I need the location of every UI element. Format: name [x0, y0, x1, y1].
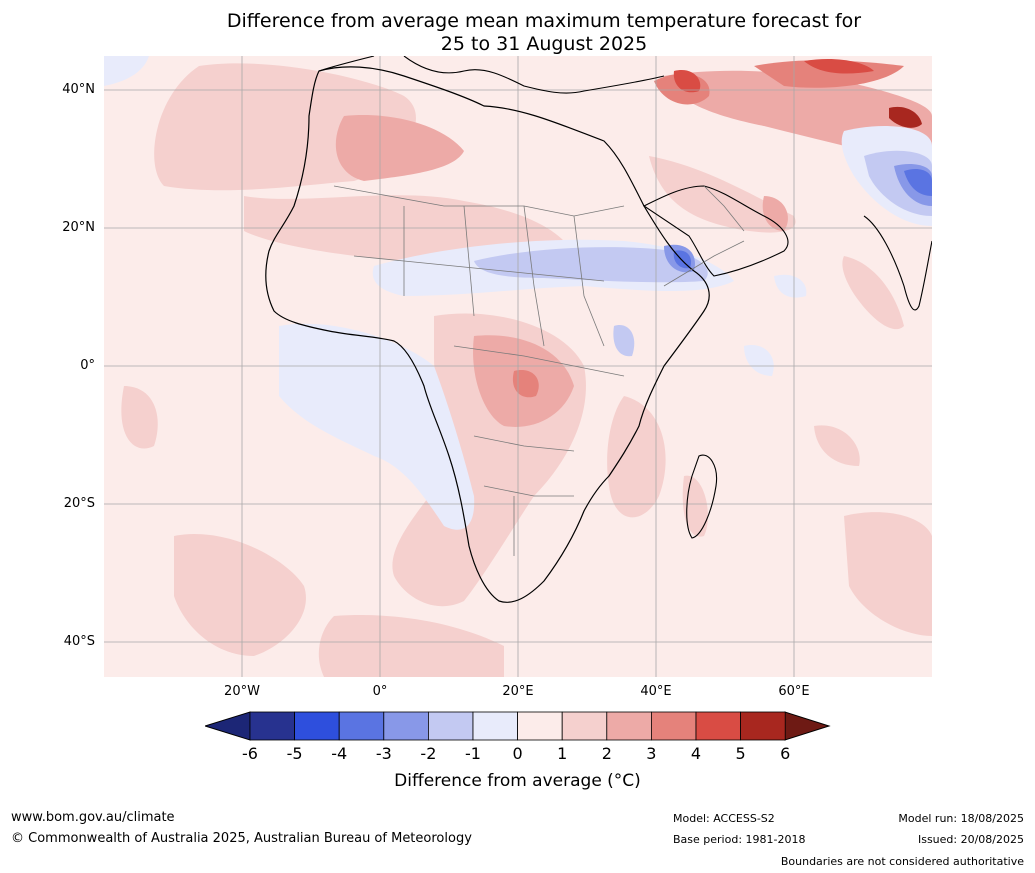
india-coastline [863, 215, 932, 311]
lon-label-0: 0° [372, 684, 388, 699]
colorbar-segment [606, 711, 652, 741]
map-canvas [104, 56, 932, 677]
colorbar-segment [472, 711, 518, 741]
colorbar-tick-label: 0 [512, 744, 523, 763]
lat-label-0: 0° [80, 358, 95, 373]
lat-label-20n: 20°N [62, 220, 95, 235]
graticule [104, 56, 932, 677]
colorbar-tick-label: 4 [690, 744, 702, 763]
temperature-anomaly-map [104, 56, 932, 677]
colorbar-segment [561, 711, 608, 741]
colorbar-tick-label: -5 [286, 744, 303, 763]
country-borders [333, 185, 745, 556]
colorbar-tick-label: 1 [557, 744, 568, 763]
map-title-line-1: Difference from average mean maximum tem… [226, 10, 862, 32]
colorbar-tick-label: -2 [420, 744, 437, 763]
lon-label-20w: 20°W [224, 684, 260, 699]
colorbar-segment [427, 711, 474, 741]
footer-model: Model: ACCESS-S2 [673, 812, 775, 825]
colorbar-under-arrow [205, 711, 251, 741]
colorbar-segment [338, 711, 385, 741]
colorbar-over-arrow [784, 711, 831, 741]
colorbar-label: Difference from average (°C) [394, 771, 641, 791]
map-title-line-2: 25 to 31 August 2025 [440, 33, 648, 55]
colorbar-tick-label: -6 [242, 744, 258, 763]
arabia-coastline [642, 185, 789, 277]
lat-label-20s: 20°S [63, 496, 95, 511]
lon-label-40e: 40°E [640, 684, 672, 699]
colorbar-segment [517, 711, 563, 741]
colorbar-segment [249, 711, 295, 741]
colorbar-tick-label: -4 [331, 744, 348, 763]
colorbar [205, 711, 831, 741]
africa-coastline [265, 66, 710, 603]
warm-anomaly-very-strong [673, 59, 874, 93]
cool-anomaly-very-strong [673, 169, 932, 269]
colorbar-tick-label: 2 [601, 744, 612, 763]
lon-label-60e: 60°E [778, 684, 810, 699]
footer-model-run: Model run: 18/08/2025 [898, 812, 1024, 825]
colorbar-segment [740, 711, 786, 741]
colorbar-tick-label: 3 [646, 744, 657, 763]
colorbar-segment [383, 711, 429, 741]
footer-disclaimer: Boundaries are not considered authoritat… [780, 855, 1024, 868]
colorbar-segment [294, 711, 340, 741]
colorbar-tick-label: -1 [465, 744, 481, 763]
colorbar-segment [695, 711, 741, 741]
warm-anomaly-extreme [889, 106, 922, 128]
colorbar-tick-label: 6 [780, 744, 791, 763]
colorbar-tick-label: -3 [375, 744, 392, 763]
lat-label-40s: 40°S [63, 634, 95, 649]
footer-base-period: Base period: 1981-2018 [673, 833, 806, 846]
footer-copyright: © Commonwealth of Australia 2025, Austra… [11, 831, 472, 846]
madagascar-coastline [686, 454, 718, 539]
colorbar-segment [650, 711, 697, 741]
colorbar-tick-label: 5 [735, 744, 746, 763]
lon-label-20e: 20°E [502, 684, 534, 699]
footer-website: www.bom.gov.au/climate [11, 810, 175, 825]
lat-label-40n: 40°N [62, 82, 95, 97]
europe-coastline [318, 56, 665, 94]
footer-issued: Issued: 20/08/2025 [917, 833, 1024, 846]
